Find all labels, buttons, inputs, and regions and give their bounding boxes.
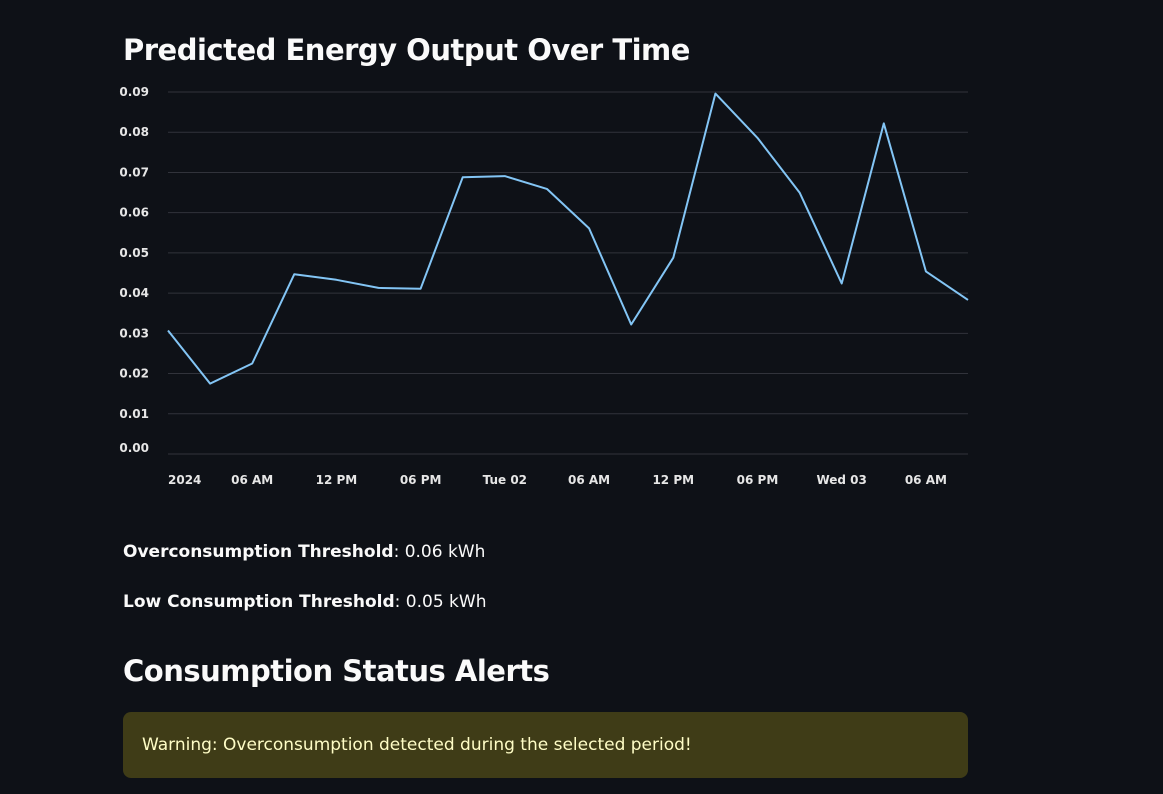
chart-gridlines	[168, 91, 968, 455]
overconsumption-threshold-label: Overconsumption Threshold	[123, 542, 394, 562]
low-consumption-threshold-label: Low Consumption Threshold	[123, 592, 395, 612]
x-tick-label: Tue 02	[483, 473, 527, 487]
x-tick-label: 06 AM	[905, 473, 947, 487]
data-point[interactable]	[965, 297, 971, 303]
data-point[interactable]	[376, 285, 382, 291]
data-point[interactable]	[418, 286, 424, 292]
data-point[interactable]	[923, 268, 929, 274]
data-point[interactable]	[670, 255, 676, 261]
y-tick-label: 0.02	[119, 367, 149, 381]
x-tick-label: 06 PM	[400, 473, 442, 487]
data-point[interactable]	[291, 271, 297, 277]
x-tick-label: 12 PM	[652, 473, 694, 487]
series-line-energy-output[interactable]	[167, 92, 969, 385]
warning-alert-text: Warning: Overconsumption detected during…	[142, 735, 692, 755]
data-point[interactable]	[544, 186, 550, 192]
y-tick-label: 0.05	[119, 246, 149, 260]
data-point[interactable]	[881, 120, 887, 126]
x-tick-label: 06 AM	[568, 473, 610, 487]
data-point[interactable]	[839, 280, 845, 286]
data-point[interactable]	[165, 328, 171, 334]
overconsumption-threshold-value: : 0.06 kWh	[393, 542, 486, 562]
x-tick-label: 06 PM	[737, 473, 779, 487]
data-point[interactable]	[797, 190, 803, 196]
data-point[interactable]	[333, 277, 339, 283]
x-tick-label: 2024	[168, 473, 201, 487]
energy-output-chart[interactable]: 0.00 0.01 0.02 0.03 0.04 0.05 0.06 0.07 0.08 0.09…	[0, 0, 1163, 500]
y-tick-label: 0.01	[119, 407, 149, 421]
data-point[interactable]	[586, 225, 592, 231]
chart-svg[interactable]: 0.00 0.01 0.02 0.03 0.04 0.05 0.06 0.07 0.08 0.09…	[0, 0, 1163, 500]
x-tick-label: 06 AM	[231, 473, 273, 487]
data-point[interactable]	[249, 361, 255, 367]
y-tick-label: 0.07	[119, 165, 149, 179]
data-point[interactable]	[628, 321, 634, 327]
y-tick-label: 0.08	[119, 125, 149, 139]
data-point[interactable]	[207, 381, 213, 387]
y-tick-label: 0.06	[119, 206, 149, 220]
data-point[interactable]	[502, 173, 508, 179]
y-tick-label: 0.09	[119, 85, 149, 99]
alerts-title: Consumption Status Alerts	[123, 654, 550, 688]
chart-title: Predicted Energy Output Over Time	[123, 33, 690, 67]
y-axis-ticks: 0.00 0.01 0.02 0.03 0.04 0.05 0.06 0.07 0.08 0.09	[119, 85, 149, 455]
y-tick-label: 0.04	[119, 286, 149, 300]
low-consumption-threshold: Low Consumption Threshold: 0.05 kWh	[123, 592, 487, 612]
x-axis-ticks: 2024 06 AM 12 PM 06 PM Tue 02 06 AM 12 PM 06 PM…	[168, 473, 947, 487]
data-point[interactable]	[754, 135, 760, 141]
data-point[interactable]	[712, 91, 718, 97]
x-tick-label: Wed 03	[816, 473, 866, 487]
y-tick-label: 0.00	[119, 441, 149, 455]
data-point[interactable]	[460, 174, 466, 180]
y-tick-label: 0.03	[119, 326, 149, 340]
x-tick-label: 12 PM	[316, 473, 358, 487]
chart-series[interactable]	[165, 91, 971, 387]
low-consumption-threshold-value: : 0.05 kWh	[394, 592, 487, 612]
overconsumption-threshold: Overconsumption Threshold: 0.06 kWh	[123, 542, 485, 562]
overconsumption-warning-alert: Warning: Overconsumption detected during…	[123, 712, 968, 778]
